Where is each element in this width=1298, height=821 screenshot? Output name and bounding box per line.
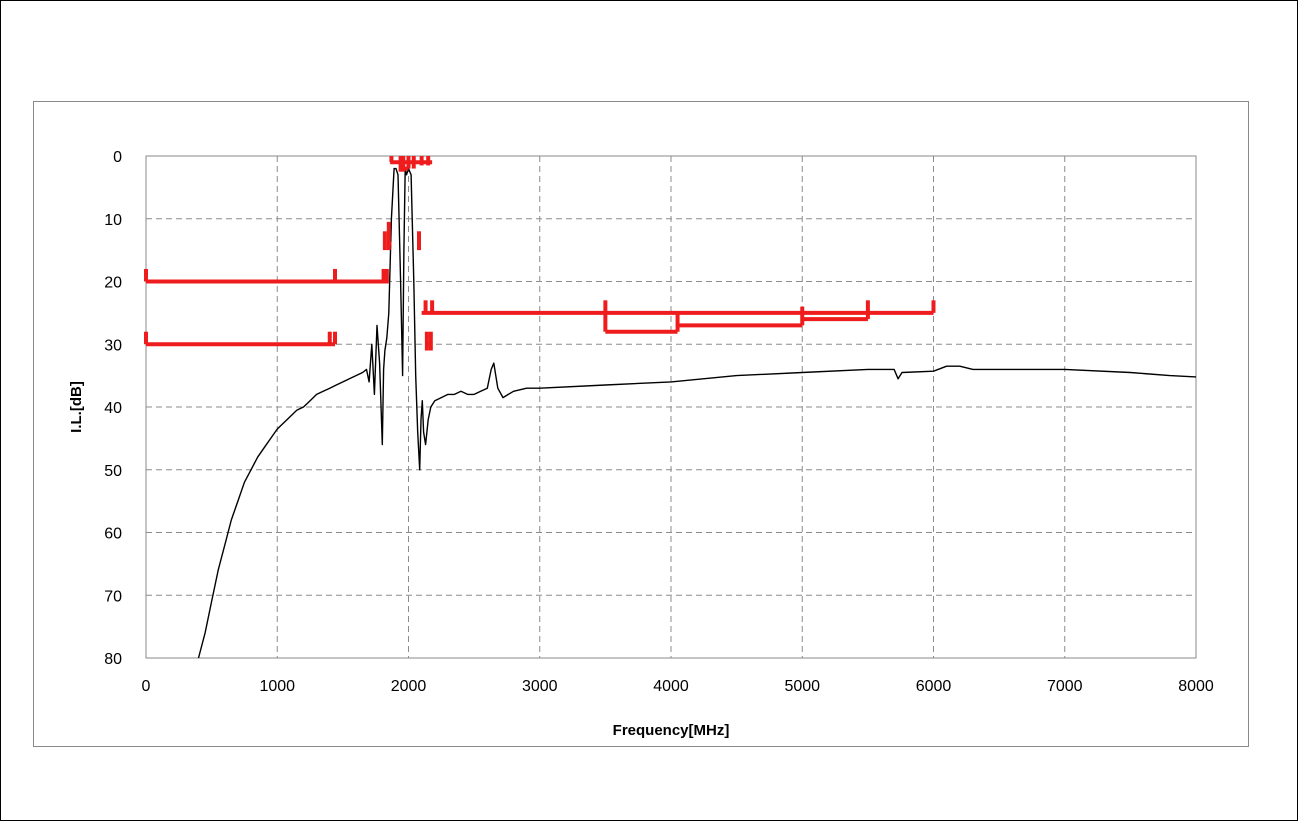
spec-mask-layer bbox=[144, 156, 936, 351]
y-tick-label: 30 bbox=[104, 337, 122, 354]
x-tick-label: 8000 bbox=[1178, 678, 1214, 695]
series-layer bbox=[197, 167, 1197, 659]
y-tick-label: 50 bbox=[104, 463, 122, 480]
chart-area bbox=[33, 101, 1249, 747]
x-axis-title: Frequency[MHz] bbox=[613, 722, 730, 739]
x-tick-label: 3000 bbox=[522, 678, 558, 695]
y-tick-label: 80 bbox=[104, 651, 122, 668]
series-line-il bbox=[197, 167, 1197, 659]
plot-border bbox=[145, 155, 1197, 659]
y-tick-label: 20 bbox=[104, 275, 122, 292]
x-tick-label: 0 bbox=[142, 678, 151, 695]
x-tick-label: 4000 bbox=[653, 678, 689, 695]
x-tick-label: 1000 bbox=[259, 678, 295, 695]
x-tick-label: 7000 bbox=[1047, 678, 1083, 695]
y-axis-title: I.L.[dB] bbox=[68, 381, 85, 433]
y-tick-label: 0 bbox=[113, 149, 122, 166]
x-tick-labels: 0 1000 2000 3000 4000 5000 6000 7000 8000 bbox=[142, 678, 1214, 695]
x-tick-label: 2000 bbox=[391, 678, 427, 695]
y-tick-label: 70 bbox=[104, 588, 122, 605]
x-tick-label: 6000 bbox=[916, 678, 952, 695]
y-tick-label: 10 bbox=[104, 212, 122, 229]
y-tick-label: 40 bbox=[104, 400, 122, 417]
y-tick-label: 60 bbox=[104, 526, 122, 543]
x-tick-label: 5000 bbox=[784, 678, 820, 695]
y-tick-labels: 0 10 20 30 40 50 60 70 80 bbox=[104, 149, 122, 668]
